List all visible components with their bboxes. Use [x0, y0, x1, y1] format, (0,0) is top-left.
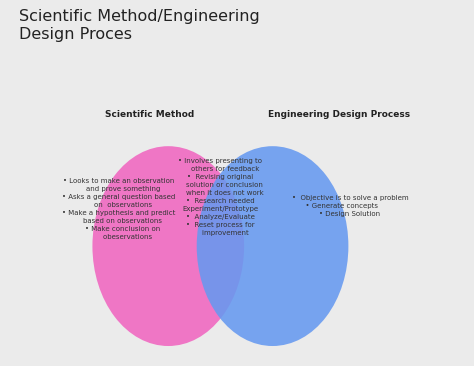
Text: • Looks to make an observation
    and prove something
• Asks a general question: • Looks to make an observation and prove… — [62, 178, 175, 240]
Text: •  Objective is to solve a problem
      • Generate concepts
            • Desig: • Objective is to solve a problem • Gene… — [292, 195, 409, 217]
Text: • Involves presenting to
    others for feedback
•  Revising original
    soluti: • Involves presenting to others for feed… — [177, 158, 264, 236]
Text: Scientific Method: Scientific Method — [105, 110, 194, 119]
Ellipse shape — [92, 146, 244, 346]
Text: Engineering Design Process: Engineering Design Process — [268, 110, 410, 119]
Ellipse shape — [197, 146, 348, 346]
Text: Scientific Method/Engineering
Design Proces: Scientific Method/Engineering Design Pro… — [19, 9, 260, 42]
